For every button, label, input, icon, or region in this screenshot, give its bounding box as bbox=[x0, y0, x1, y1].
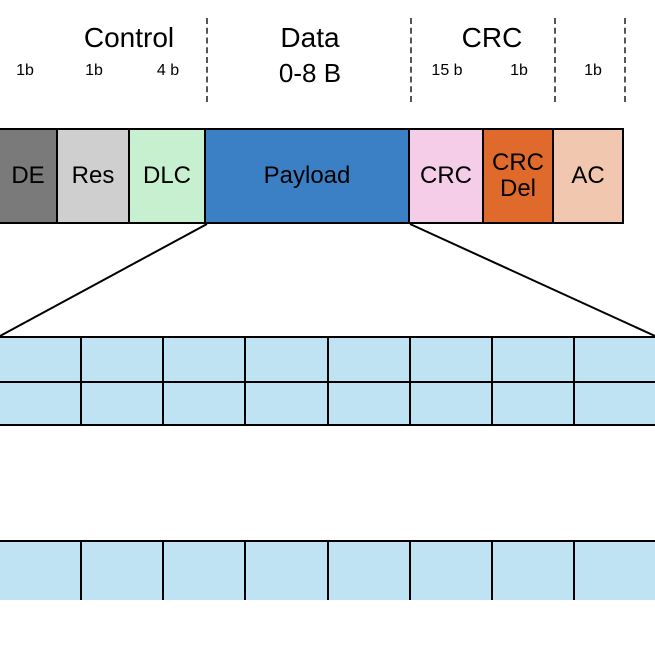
group-title-data: Data bbox=[210, 22, 410, 54]
field-dlc: DLC bbox=[130, 128, 206, 224]
field-crc: CRC bbox=[410, 128, 484, 224]
divider-control-data bbox=[206, 18, 208, 102]
byte-cell bbox=[493, 542, 575, 600]
field-crc_del: CRC Del bbox=[484, 128, 554, 224]
byte-cell bbox=[0, 542, 82, 600]
bits-dlc: 4 b bbox=[130, 62, 206, 80]
byte-cell bbox=[246, 542, 328, 600]
bits-res: 1b bbox=[58, 62, 130, 80]
field-res: Res bbox=[58, 128, 130, 224]
field-payload: Payload bbox=[206, 128, 410, 224]
field-ack: AC bbox=[554, 128, 624, 224]
bits-crc: 15 b bbox=[410, 62, 484, 80]
byte-cell bbox=[329, 542, 411, 600]
bits-ack: 1b bbox=[558, 62, 628, 80]
bits-crc-del: 1b bbox=[484, 62, 554, 80]
byte-cell bbox=[82, 542, 164, 600]
byte-cell bbox=[411, 542, 493, 600]
divider-ack-end bbox=[624, 18, 626, 102]
diagram-canvas: Control Data 0-8 B CRC 1b 1b 4 b 15 b 1b… bbox=[0, 0, 655, 655]
byte-cell bbox=[164, 542, 246, 600]
group-title-crc: CRC bbox=[422, 22, 562, 54]
field-ide: DE bbox=[0, 128, 58, 224]
field-tail bbox=[624, 128, 655, 224]
group-title-control: Control bbox=[54, 22, 204, 54]
bits-ide: 1b bbox=[0, 62, 54, 80]
divider-crc-ack bbox=[554, 18, 556, 102]
byte-grid-lower bbox=[0, 540, 655, 600]
group-sub-data: 0-8 B bbox=[210, 58, 410, 89]
frame-fields-row: DEResDLCPayloadCRCCRC DelAC bbox=[0, 128, 655, 224]
byte-cell bbox=[575, 542, 655, 600]
byte-grid-row-sep bbox=[0, 381, 655, 383]
divider-data-crc bbox=[410, 18, 412, 102]
